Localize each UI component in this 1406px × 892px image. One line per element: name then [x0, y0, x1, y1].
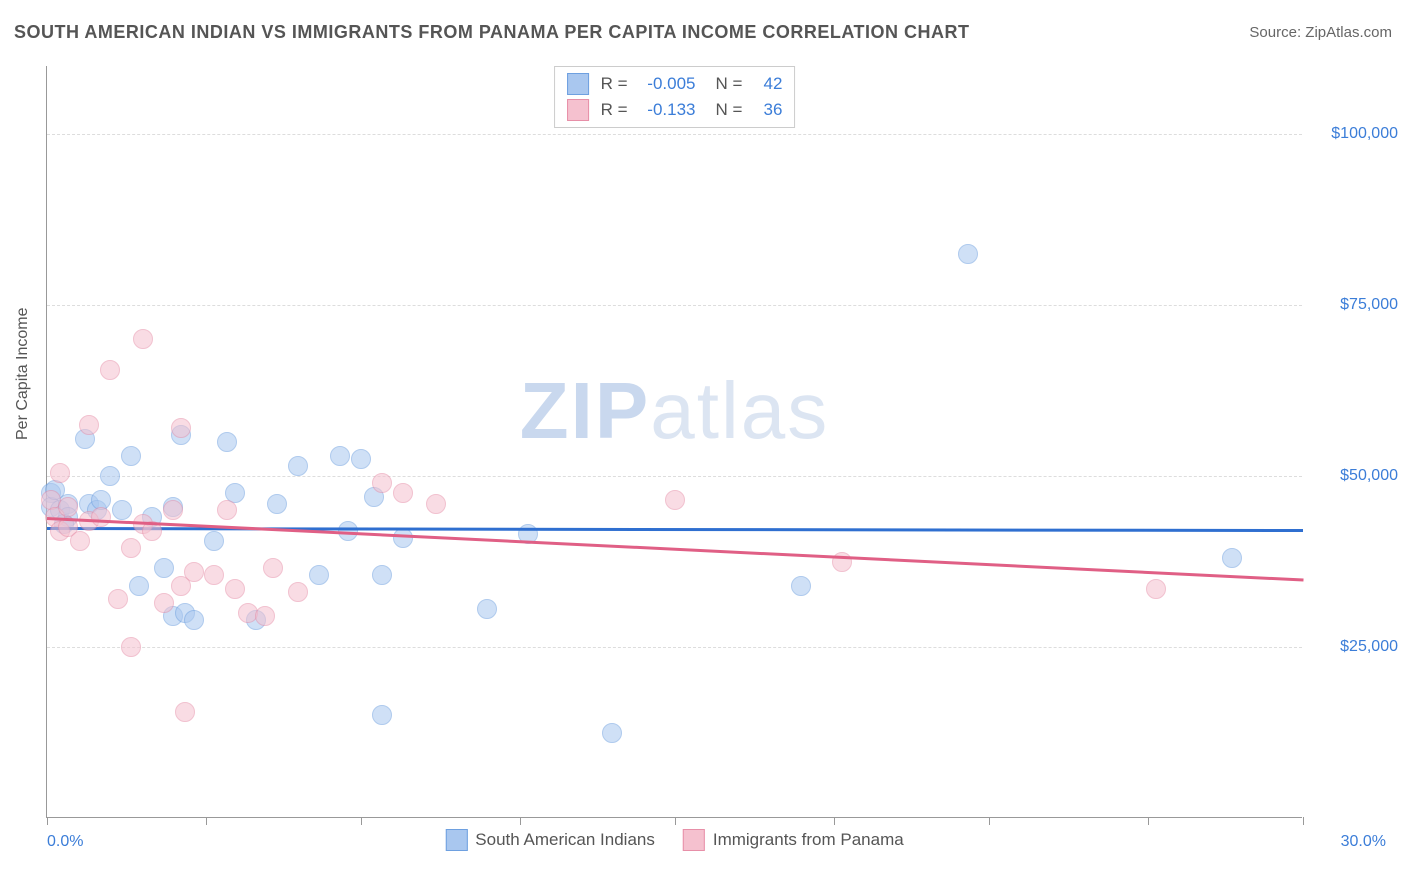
data-point: [154, 558, 174, 578]
r-value: -0.005: [636, 74, 696, 94]
data-point: [372, 565, 392, 585]
data-point: [121, 446, 141, 466]
x-tick: [1148, 817, 1149, 825]
data-point: [112, 500, 132, 520]
data-point: [288, 456, 308, 476]
x-axis-min-label: 0.0%: [47, 833, 83, 851]
data-point: [184, 562, 204, 582]
trend-line: [47, 517, 1303, 582]
data-point: [184, 610, 204, 630]
data-point: [175, 702, 195, 722]
x-tick: [47, 817, 48, 825]
data-point: [426, 494, 446, 514]
y-tick-label: $25,000: [1308, 638, 1398, 656]
data-point: [171, 418, 191, 438]
data-point: [100, 360, 120, 380]
r-label: R =: [601, 100, 628, 120]
data-point: [665, 490, 685, 510]
x-tick: [989, 817, 990, 825]
series-name: Immigrants from Panama: [713, 830, 904, 850]
data-point: [225, 579, 245, 599]
data-point: [133, 329, 153, 349]
watermark: ZIPatlas: [520, 365, 829, 457]
data-point: [163, 500, 183, 520]
chart-header: SOUTH AMERICAN INDIAN VS IMMIGRANTS FROM…: [14, 22, 1392, 43]
grid-line: [47, 134, 1302, 135]
correlation-legend-row: R = -0.005 N = 42: [567, 71, 783, 97]
data-point: [204, 531, 224, 551]
chart-source: Source: ZipAtlas.com: [1249, 24, 1392, 41]
series-name: South American Indians: [475, 830, 655, 850]
legend-swatch: [567, 99, 589, 121]
data-point: [50, 463, 70, 483]
data-point: [70, 531, 90, 551]
data-point: [204, 565, 224, 585]
data-point: [255, 606, 275, 626]
x-tick: [834, 817, 835, 825]
legend-swatch: [683, 829, 705, 851]
data-point: [121, 637, 141, 657]
grid-line: [47, 647, 1302, 648]
data-point: [309, 565, 329, 585]
series-legend: South American Indians Immigrants from Pa…: [445, 829, 903, 851]
data-point: [791, 576, 811, 596]
x-tick: [1303, 817, 1304, 825]
data-point: [1222, 548, 1242, 568]
x-axis-max-label: 30.0%: [1341, 833, 1386, 851]
r-value: -0.133: [636, 100, 696, 120]
n-label: N =: [716, 74, 743, 94]
data-point: [100, 466, 120, 486]
y-tick-label: $75,000: [1308, 296, 1398, 314]
y-tick-label: $50,000: [1308, 467, 1398, 485]
legend-swatch: [445, 829, 467, 851]
data-point: [602, 723, 622, 743]
data-point: [91, 507, 111, 527]
legend-swatch: [567, 73, 589, 95]
n-value: 36: [750, 100, 782, 120]
data-point: [1146, 579, 1166, 599]
chart-title: SOUTH AMERICAN INDIAN VS IMMIGRANTS FROM…: [14, 22, 969, 43]
data-point: [121, 538, 141, 558]
grid-line: [47, 476, 1302, 477]
x-tick: [206, 817, 207, 825]
data-point: [108, 589, 128, 609]
data-point: [958, 244, 978, 264]
data-point: [217, 432, 237, 452]
correlation-legend: R = -0.005 N = 42 R = -0.133 N = 36: [554, 66, 796, 128]
series-legend-item: Immigrants from Panama: [683, 829, 904, 851]
y-tick-label: $100,000: [1308, 125, 1398, 143]
scatter-plot: ZIPatlas R =-0.005N =42R =-0.133N =36 So…: [46, 66, 1302, 818]
n-value: 42: [750, 74, 782, 94]
data-point: [267, 494, 287, 514]
series-legend-item: South American Indians: [445, 829, 655, 851]
data-point: [393, 483, 413, 503]
data-point: [79, 415, 99, 435]
correlation-legend-row: R = -0.133 N = 36: [567, 97, 783, 123]
x-tick: [675, 817, 676, 825]
y-axis-title: Per Capita Income: [14, 307, 32, 440]
grid-line: [47, 305, 1302, 306]
data-point: [330, 446, 350, 466]
data-point: [372, 473, 392, 493]
data-point: [351, 449, 371, 469]
x-tick: [520, 817, 521, 825]
data-point: [58, 497, 78, 517]
r-label: R =: [601, 74, 628, 94]
data-point: [372, 705, 392, 725]
data-point: [217, 500, 237, 520]
data-point: [129, 576, 149, 596]
data-point: [263, 558, 283, 578]
data-point: [288, 582, 308, 602]
n-label: N =: [716, 100, 743, 120]
x-tick: [361, 817, 362, 825]
data-point: [477, 599, 497, 619]
data-point: [154, 593, 174, 613]
